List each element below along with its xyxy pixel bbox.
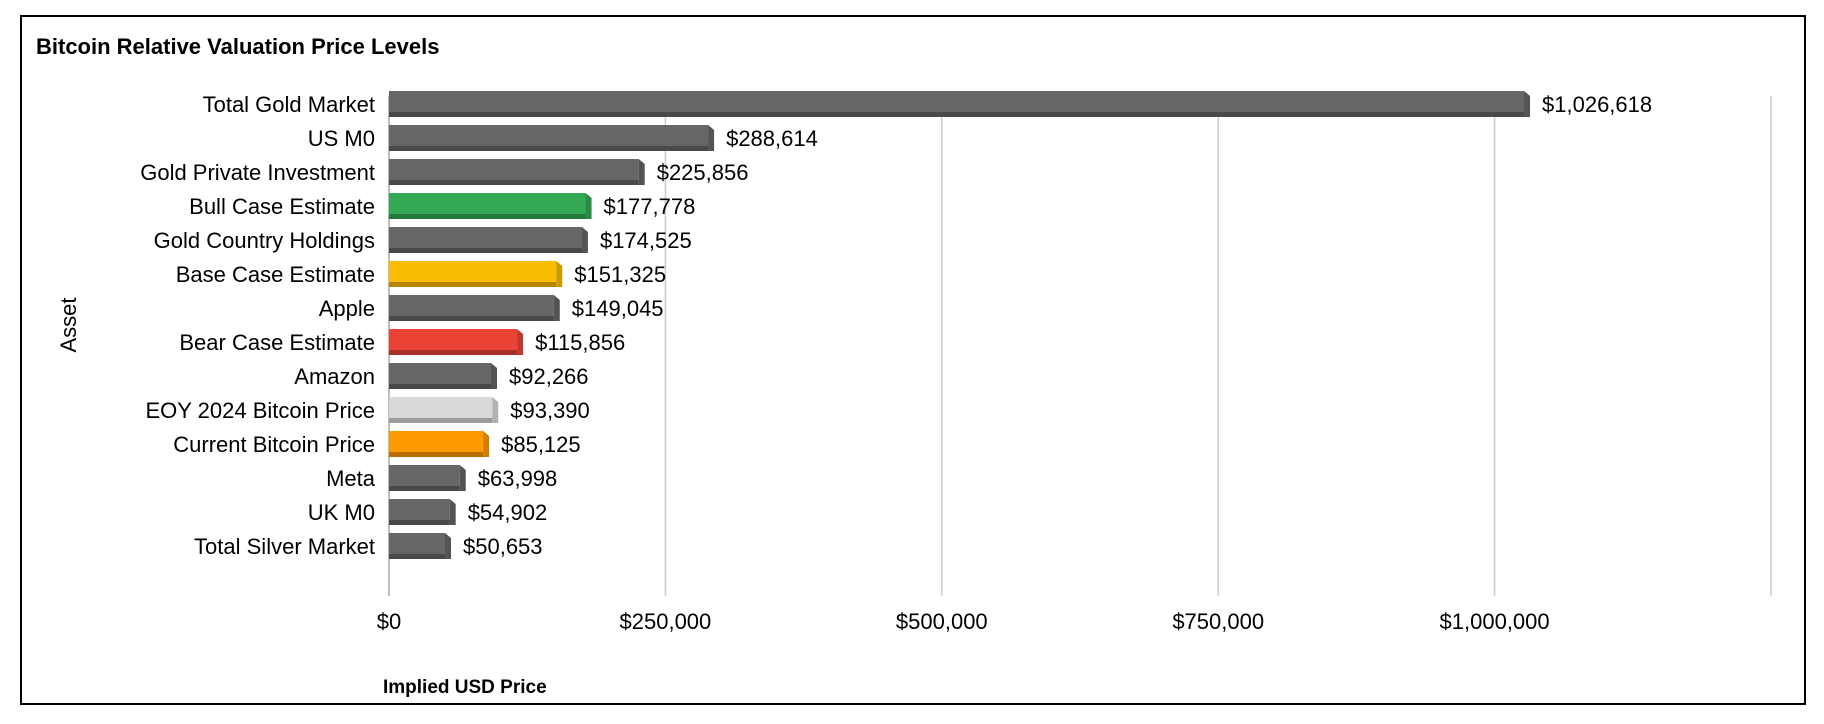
bar-top-edge [389, 329, 518, 332]
chart-title: Bitcoin Relative Valuation Price Levels [36, 34, 440, 59]
bar-side-face [445, 533, 452, 559]
bar-side-face [517, 329, 524, 355]
bar [389, 397, 499, 423]
bar-bottom-edge [389, 180, 639, 185]
bar-side-face [459, 465, 466, 491]
bar-bottom-edge [389, 248, 582, 253]
bars [389, 91, 1531, 559]
category-label: Gold Private Investment [140, 160, 375, 185]
bar-top-edge [389, 193, 586, 196]
bar-top-edge [389, 261, 557, 264]
bar [389, 465, 466, 491]
bar-top-edge [389, 533, 446, 536]
data-label: $288,614 [726, 126, 818, 151]
bar [389, 295, 560, 321]
category-label: Apple [319, 296, 375, 321]
bar-side-face [1524, 91, 1531, 117]
data-label: $50,653 [463, 534, 543, 559]
data-label: $92,266 [509, 364, 589, 389]
bar-top-edge [389, 397, 493, 400]
bar-bottom-edge [389, 384, 492, 389]
category-label: Bull Case Estimate [189, 194, 375, 219]
y-axis-title: Asset [56, 297, 81, 352]
bar-bottom-edge [389, 486, 460, 491]
data-label: $85,125 [501, 432, 581, 457]
category-label: Amazon [294, 364, 375, 389]
category-label: US M0 [308, 126, 375, 151]
data-label: $151,325 [574, 262, 666, 287]
bar [389, 261, 563, 287]
x-tick-label: $1,000,000 [1440, 609, 1550, 634]
category-label: Gold Country Holdings [154, 228, 375, 253]
data-label: $149,045 [572, 296, 664, 321]
gridlines [388, 96, 1772, 596]
x-tick-labels: $0 $250,000 $500,000 $750,000 $1,000,000 [377, 609, 1550, 634]
data-label: $1,026,618 [1542, 92, 1652, 117]
bar [389, 91, 1531, 117]
bar [389, 431, 490, 457]
bar-side-face [483, 431, 490, 457]
bar-top-edge [389, 295, 554, 298]
bar-bottom-edge [389, 214, 586, 219]
bar-side-face [492, 397, 499, 423]
bar-top-edge [389, 159, 639, 162]
chart-frame [20, 15, 1806, 705]
bar-bottom-edge [389, 316, 554, 321]
bar-top-edge [389, 91, 1525, 94]
category-label: EOY 2024 Bitcoin Price [146, 398, 376, 423]
bar-bottom-edge [389, 350, 518, 355]
bar-top-edge [389, 125, 709, 128]
data-label: $177,778 [604, 194, 696, 219]
category-label: Meta [326, 466, 376, 491]
bar-bottom-edge [389, 146, 709, 151]
category-label: Total Gold Market [203, 92, 375, 117]
bar-side-face [491, 363, 498, 389]
bar-bottom-edge [389, 282, 557, 287]
bar-bottom-edge [389, 452, 484, 457]
data-label: $174,525 [600, 228, 692, 253]
bar-top-edge [389, 431, 484, 434]
bar [389, 193, 592, 219]
bar-side-face [708, 125, 715, 151]
data-label: $63,998 [478, 466, 558, 491]
category-label: UK M0 [308, 500, 375, 525]
category-label: Current Bitcoin Price [173, 432, 375, 457]
x-tick-label: $500,000 [896, 609, 988, 634]
category-label: Total Silver Market [194, 534, 375, 559]
bar [389, 159, 645, 185]
bar-bottom-edge [389, 418, 493, 423]
bar-bottom-edge [389, 554, 446, 559]
x-tick-label: $0 [377, 609, 401, 634]
x-tick-label: $250,000 [620, 609, 712, 634]
bar-top-edge [389, 363, 492, 366]
bar-side-face [553, 295, 560, 321]
bar [389, 227, 588, 253]
bar [389, 533, 452, 559]
bar [389, 499, 456, 525]
category-label: Base Case Estimate [176, 262, 375, 287]
bar-side-face [638, 159, 645, 185]
value-labels: $1,026,618 $288,614 $225,856 $177,778 $174,5… [463, 92, 1652, 559]
x-tick-label: $750,000 [1172, 609, 1264, 634]
bar [389, 329, 524, 355]
bar-bottom-edge [389, 112, 1525, 117]
bar [389, 125, 715, 151]
bar-side-face [449, 499, 456, 525]
x-axis-title: Implied USD Price [383, 677, 547, 698]
bar-top-edge [389, 465, 460, 468]
data-label: $225,856 [657, 160, 749, 185]
data-label: $93,390 [510, 398, 590, 423]
category-label: Bear Case Estimate [179, 330, 375, 355]
bar-side-face [581, 227, 588, 253]
category-labels: Total Gold Market US M0 Gold Private Inves… [140, 92, 376, 559]
data-label: $54,902 [468, 500, 548, 525]
bar-side-face [556, 261, 563, 287]
bar [389, 363, 498, 389]
data-label: $115,856 [535, 330, 625, 355]
bar-top-edge [389, 499, 450, 502]
bar-top-edge [389, 227, 582, 230]
bar-side-face [585, 193, 592, 219]
bar-bottom-edge [389, 520, 450, 525]
